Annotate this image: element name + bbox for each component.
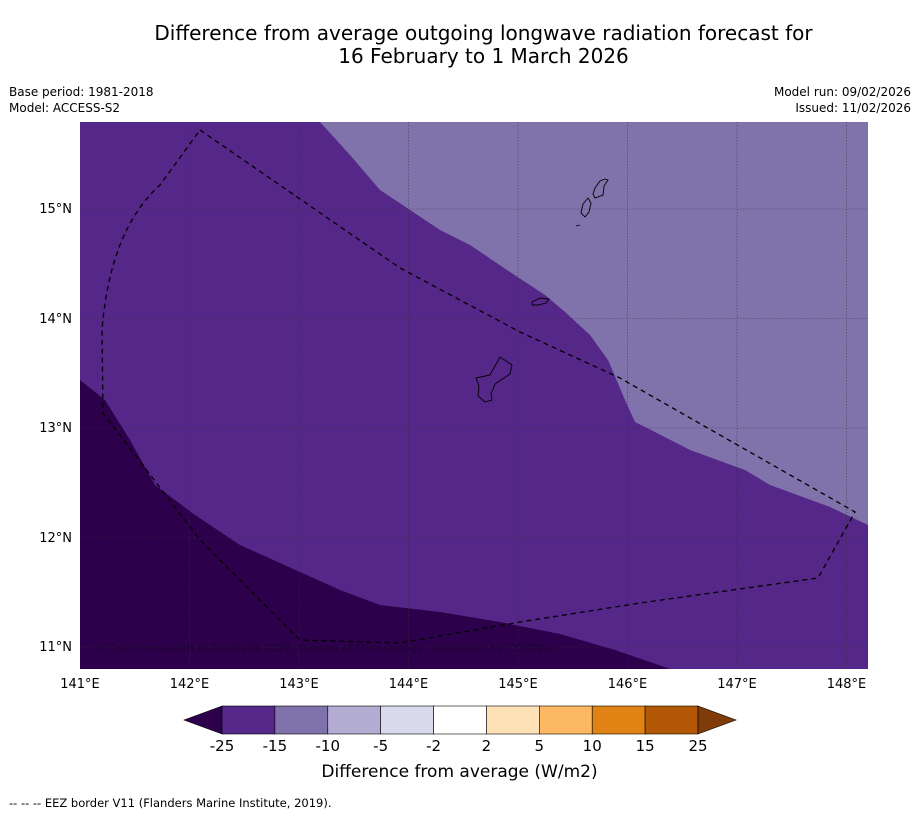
island-rota: [531, 297, 550, 306]
lon-label: 147°E: [717, 677, 757, 692]
island-saipan: [592, 178, 609, 199]
island-guam: [475, 356, 513, 403]
anomaly-region-minus10: [320, 122, 868, 525]
chart-title: Difference from average outgoing longwav…: [0, 22, 919, 68]
colorbar-tick-label: 25: [688, 737, 707, 755]
colorbar-box: [486, 705, 540, 735]
meta-right: Model run: 09/02/2026 Issued: 11/02/2026: [774, 84, 911, 116]
colorbar-tick-label: -5: [373, 737, 388, 755]
lat-label: 12°N: [39, 531, 72, 546]
lon-label: 148°E: [827, 677, 867, 692]
lat-label: 13°N: [39, 421, 72, 436]
lon-label: 142°E: [170, 677, 210, 692]
colorbar-tick-label: -2: [426, 737, 441, 755]
anomaly-region-minus25: [80, 380, 670, 669]
colorbar-box: [539, 705, 593, 735]
colorbar-tick-label: -10: [316, 737, 341, 755]
title-line-2: 16 February to 1 March 2026: [338, 44, 629, 68]
colorbar-box: [591, 705, 646, 735]
graticule: [80, 122, 868, 669]
colorbar-tick-label: -15: [263, 737, 288, 755]
copyright-text: © Commonwealth of Australia 2026, Bureau…: [93, 642, 556, 655]
eez-border: [101, 129, 856, 644]
colorbar-tick-label: 5: [535, 737, 545, 755]
colorbar-tick-label: 15: [636, 737, 655, 755]
colorbar-tick-label: 10: [583, 737, 602, 755]
eez-footnote: -- -- -- EEZ border V11 (Flanders Marine…: [9, 796, 332, 810]
meta-left: Base period: 1981-2018 Model: ACCESS-S2: [9, 84, 154, 116]
lon-label: 143°E: [279, 677, 319, 692]
colorbar-title: Difference from average (W/m2): [321, 762, 598, 782]
island-tinian: [580, 197, 592, 218]
lon-label: 145°E: [498, 677, 538, 692]
island-aguijan: [575, 224, 581, 227]
colorbar-tick-label: 2: [482, 737, 492, 755]
model-name: Model: ACCESS-S2: [9, 101, 121, 115]
lon-label: 141°E: [60, 677, 100, 692]
lon-label: 144°E: [389, 677, 429, 692]
colorbar-extend-high: [697, 705, 737, 735]
base-period: Base period: 1981-2018: [9, 85, 154, 99]
colorbar-box: [380, 705, 434, 735]
colorbar: -25 -15 -10 -5 -2 2 5 10 15 25: [183, 705, 737, 755]
title-line-1: Difference from average outgoing longwav…: [154, 21, 813, 45]
lat-tick-labels: 15°N 14°N 13°N 12°N 11°N: [39, 202, 72, 655]
colorbar-box: [221, 705, 276, 735]
islands: [475, 178, 609, 403]
colorbar-box: [327, 705, 381, 735]
model-run: Model run: 09/02/2026: [773, 85, 911, 99]
colorbar-ticks: -25 -15 -10 -5 -2 2 5 10 15 25: [210, 737, 708, 755]
lat-label: 14°N: [39, 312, 72, 327]
colorbar-boxes: [221, 705, 699, 735]
colorbar-tick-label: -25: [210, 737, 235, 755]
map-area: © Commonwealth of Australia 2026, Bureau…: [80, 122, 868, 669]
lon-label: 146°E: [608, 677, 648, 692]
issued-date: Issued: 11/02/2026: [795, 101, 911, 115]
colorbar-box: [274, 705, 329, 735]
lon-tick-labels: 141°E 142°E 143°E 144°E 145°E 146°E 147°…: [60, 677, 866, 692]
lat-label: 15°N: [39, 202, 72, 217]
colorbar-box: [644, 705, 699, 735]
colorbar-extend-low: [183, 705, 223, 735]
lat-label: 11°N: [39, 640, 72, 655]
colorbar-box: [433, 705, 487, 735]
